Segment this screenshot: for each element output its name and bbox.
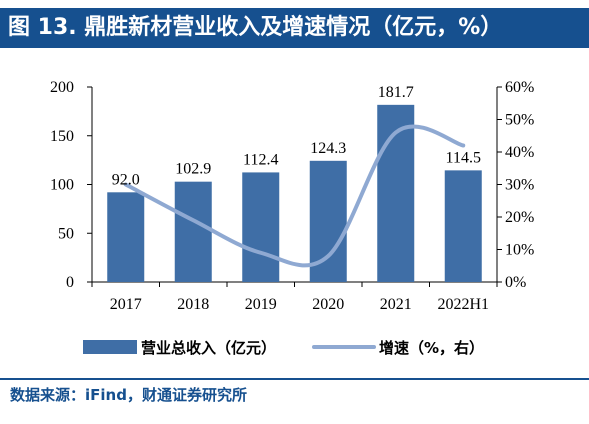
source-note: 数据来源：iFind，财通证券研究所: [10, 386, 247, 404]
growth-line: [123, 124, 466, 268]
x-tick-label: 2018: [177, 296, 209, 313]
right-tick-label: 20%: [505, 209, 534, 226]
bar-data-label: 102.9: [175, 161, 211, 178]
legend-bar-swatch: [83, 340, 137, 354]
bar: [107, 192, 145, 282]
bar: [174, 181, 212, 282]
left-tick-label: 150: [50, 128, 74, 145]
right-tick-label: 40%: [505, 144, 534, 161]
legend-line-label: 增速（%，右）: [379, 339, 484, 357]
left-tick-label: 0: [66, 274, 74, 291]
bar-data-label: 112.4: [243, 151, 278, 168]
title-bar: 图 13. 鼎胜新材营业收入及增速情况（亿元，%）: [0, 8, 589, 48]
bar: [242, 172, 280, 282]
left-tick-label: 100: [50, 177, 74, 194]
right-tick-label: 30%: [505, 177, 534, 194]
bar-data-label: 181.7: [378, 84, 414, 101]
x-tick-label: 2017: [110, 296, 142, 313]
right-tick-label: 50%: [505, 112, 534, 129]
x-tick-label: 2019: [245, 296, 277, 313]
left-tick-label: 50: [58, 225, 74, 242]
bar: [444, 170, 482, 282]
x-tick-label: 2020: [312, 296, 344, 313]
x-tick-label: 2021: [380, 296, 412, 313]
x-tick-label: 2022H1: [437, 296, 489, 313]
chart-title: 图 13. 鼎胜新材营业收入及增速情况（亿元，%）: [8, 15, 503, 40]
right-tick-label: 0%: [505, 274, 526, 291]
right-tick-label: 10%: [505, 242, 534, 259]
left-tick-label: 200: [50, 79, 74, 96]
right-tick-label: 60%: [505, 79, 534, 96]
bar-data-label: 92.0: [112, 171, 140, 188]
legend-bar-label: 营业总收入（亿元）: [141, 339, 276, 357]
source-divider: [0, 378, 589, 380]
bar-data-label: 124.3: [310, 140, 346, 157]
bar-data-label: 114.5: [446, 149, 481, 166]
